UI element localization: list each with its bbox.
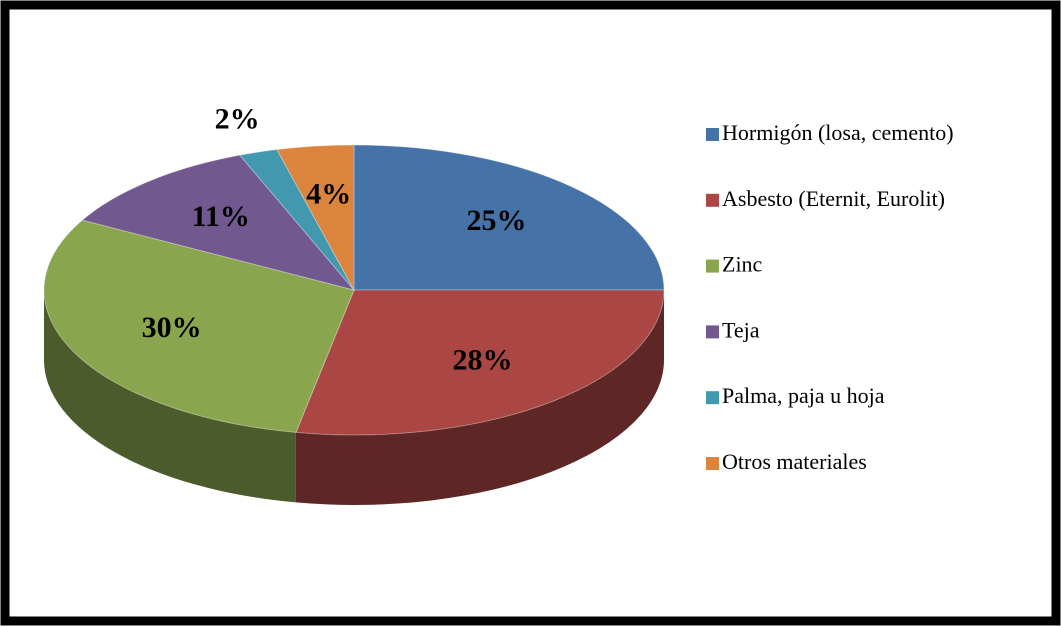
pie-slice	[276, 144, 355, 291]
legend-label: Zinc	[722, 252, 763, 277]
pie-slice	[238, 149, 355, 291]
pie-slice	[353, 144, 665, 291]
pie-side	[44, 290, 296, 503]
data-label: 25%	[466, 204, 526, 237]
data-label: 28%	[452, 344, 512, 377]
pie-slice	[81, 154, 356, 291]
pie-slice	[295, 289, 665, 436]
pie-slice	[43, 219, 355, 433]
legend-label: Otros materiales	[722, 449, 867, 474]
legend-swatch	[706, 325, 719, 339]
data-label: 11%	[192, 200, 250, 233]
data-label: 4%	[306, 177, 351, 210]
legend-label: Palma, paja u hoja	[722, 383, 885, 408]
pie-side	[295, 290, 664, 505]
legend-swatch	[706, 457, 719, 470]
data-label: 30%	[142, 311, 202, 344]
data-label: 2%	[215, 103, 260, 136]
legend-label: Hormigón (losa, cemento)	[722, 120, 954, 145]
legend-swatch	[706, 128, 719, 141]
legend-label: Asbesto (Eternit, Eurolit)	[722, 186, 945, 211]
legend-swatch	[706, 259, 719, 273]
legend-swatch	[706, 193, 719, 207]
legend-label: Teja	[722, 317, 760, 342]
legend-swatch	[706, 391, 719, 405]
